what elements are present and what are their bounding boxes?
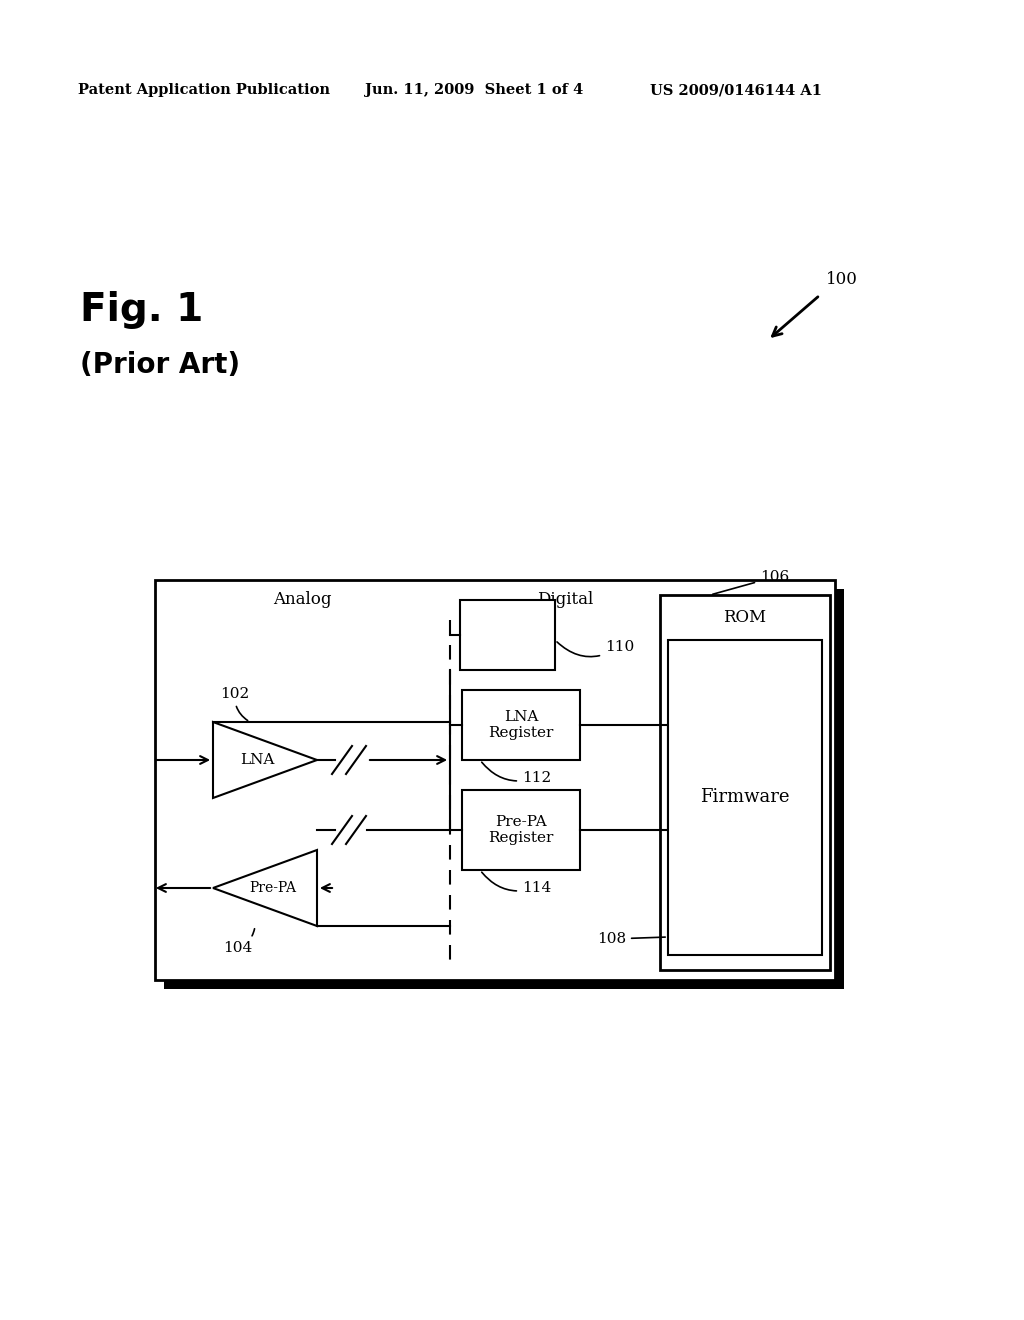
- Bar: [460, 601, 555, 671]
- Text: (Prior Art): (Prior Art): [80, 351, 240, 379]
- Bar: [155, 579, 835, 979]
- Bar: [164, 589, 844, 989]
- Text: US 2009/0146144 A1: US 2009/0146144 A1: [650, 83, 822, 96]
- Text: Pre-PA: Pre-PA: [250, 880, 297, 895]
- Text: 110: 110: [557, 640, 634, 656]
- Text: Analog: Analog: [273, 591, 332, 609]
- Bar: [462, 690, 580, 760]
- Bar: [462, 789, 580, 870]
- Text: LNA: LNA: [240, 752, 274, 767]
- Bar: [660, 595, 830, 970]
- Text: 106: 106: [713, 570, 790, 594]
- Text: Fig. 1: Fig. 1: [80, 290, 203, 329]
- Text: 114: 114: [481, 873, 551, 895]
- Text: LNA
Register: LNA Register: [488, 710, 554, 741]
- Text: Jun. 11, 2009  Sheet 1 of 4: Jun. 11, 2009 Sheet 1 of 4: [365, 83, 584, 96]
- Text: 100: 100: [826, 272, 858, 289]
- Text: Patent Application Publication: Patent Application Publication: [78, 83, 330, 96]
- Polygon shape: [213, 722, 317, 799]
- Polygon shape: [213, 850, 317, 927]
- Text: 108: 108: [597, 932, 666, 946]
- Text: 112: 112: [481, 762, 551, 785]
- Text: Pre-PA
Register: Pre-PA Register: [488, 814, 554, 845]
- Text: Firmware: Firmware: [700, 788, 790, 807]
- Text: 102: 102: [220, 686, 249, 721]
- Bar: [668, 640, 822, 954]
- Text: 104: 104: [223, 929, 255, 954]
- Text: Digital: Digital: [537, 591, 593, 609]
- Text: ROM: ROM: [723, 609, 767, 626]
